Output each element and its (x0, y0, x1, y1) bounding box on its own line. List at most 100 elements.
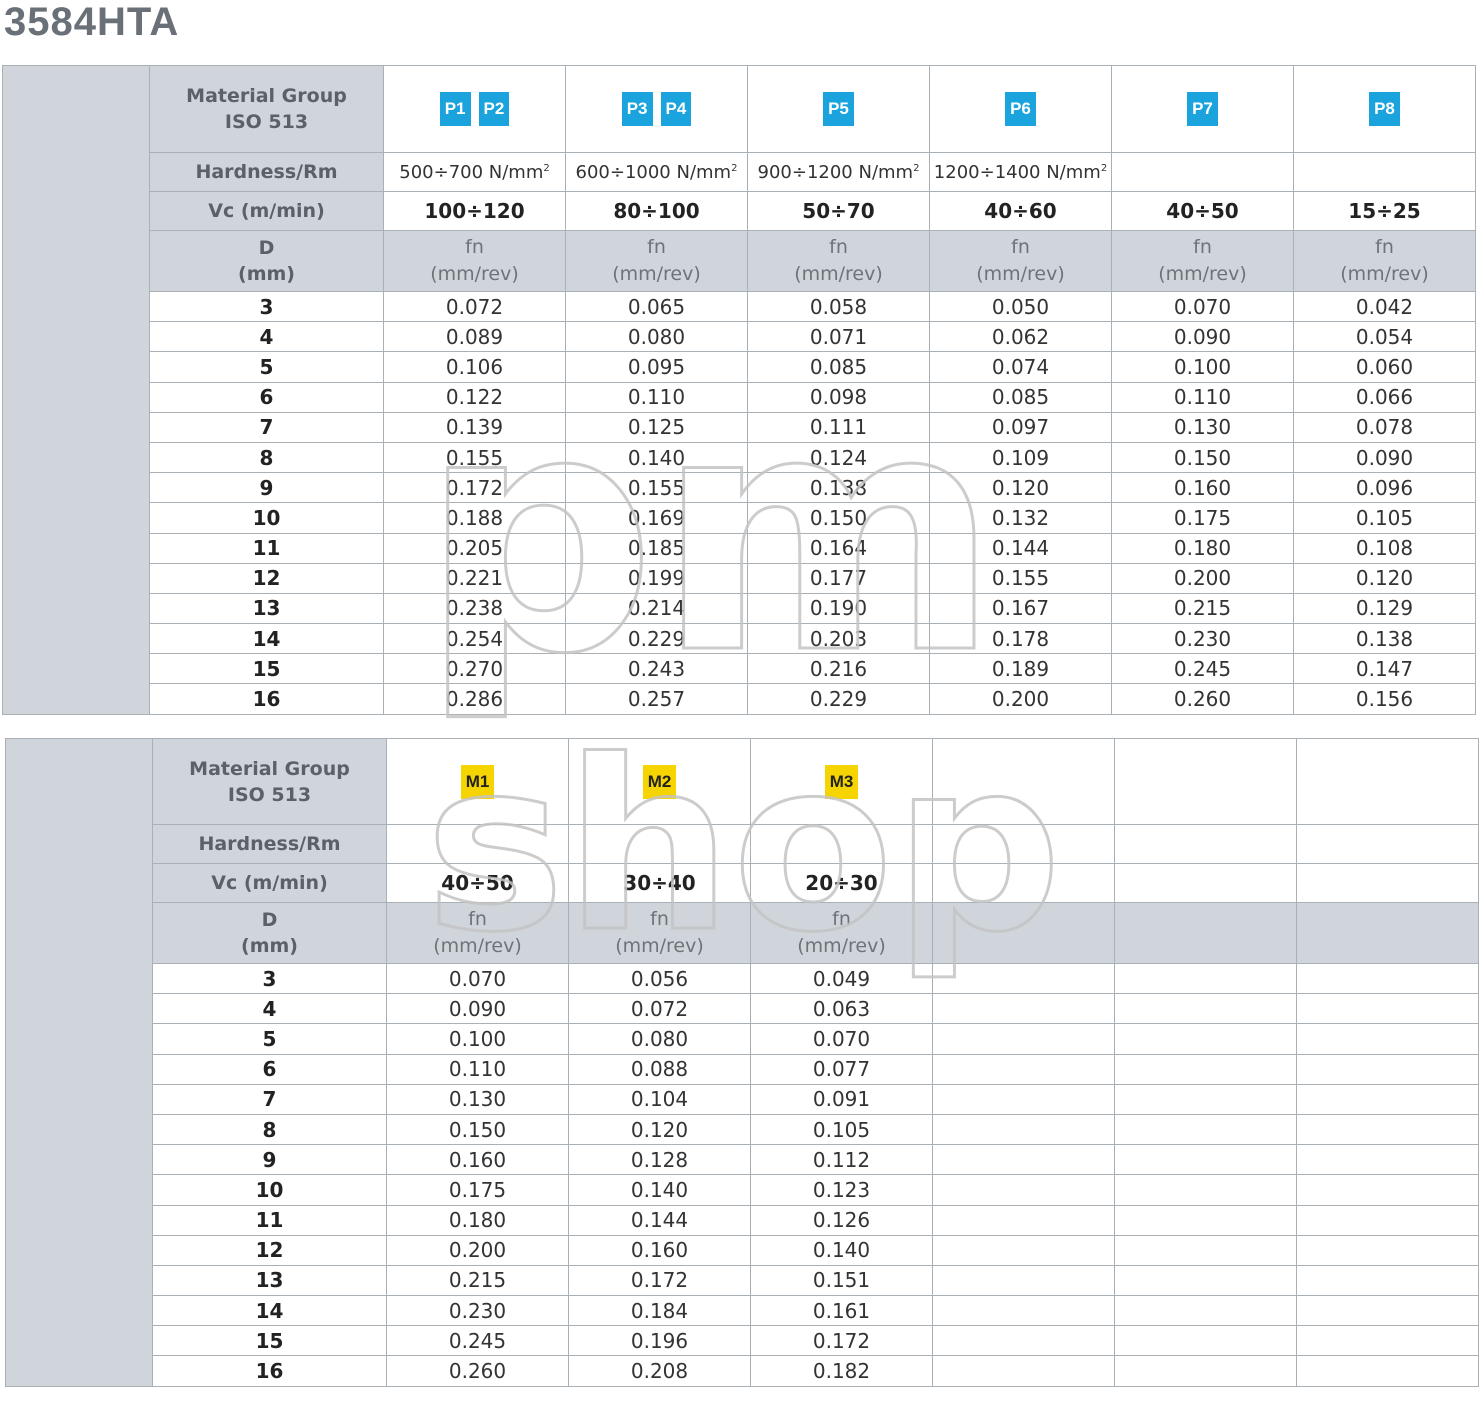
feed-value-cell: 0.169 (565, 502, 748, 534)
hardness-label: Hardness/Rm (149, 152, 384, 192)
hardness-cell (1296, 824, 1479, 864)
material-group-label-line1: Material Group (186, 85, 347, 107)
feed-value-cell (1114, 1355, 1297, 1387)
iso-group-badge: M3 (824, 764, 859, 799)
diameter-cell: 8 (149, 441, 384, 474)
feed-value-cell (1296, 1083, 1479, 1115)
feed-value-cell: 0.070 (750, 1023, 933, 1055)
feed-value-cell (1296, 1234, 1479, 1266)
feed-header-line1: fn (647, 236, 666, 258)
table-row: 6 0.122 0.110 0.098 0.085 0.110 0.066 (3, 381, 1476, 413)
hardness-exponent: 2 (913, 162, 920, 174)
feed-value-cell: 0.155 (929, 562, 1112, 594)
diameter-cell: 4 (149, 321, 384, 353)
iso-group-badge: P6 (1005, 92, 1036, 126)
table-row: 12 0.221 0.199 0.177 0.155 0.200 0.120 (3, 562, 1476, 594)
feed-value-cell: 0.066 (1293, 381, 1476, 413)
feed-value-cell: 0.177 (747, 562, 930, 594)
feed-value-cell: 0.190 (747, 592, 930, 625)
hardness-cell: 600÷1000 N/mm2 (565, 152, 748, 192)
table-row: 11 0.205 0.185 0.164 0.144 0.180 0.108 (3, 532, 1476, 564)
feed-value-cell (1296, 1174, 1479, 1206)
feed-value-cell (1114, 1053, 1297, 1085)
feed-header-cell: fn (mm/rev) (383, 230, 566, 292)
feed-value-cell: 0.056 (568, 962, 751, 995)
feed-header-line2: (mm/rev) (612, 263, 701, 285)
feed-value-cell: 0.188 (383, 502, 566, 534)
hardness-cell (386, 824, 569, 864)
feed-value-cell: 0.050 (929, 290, 1112, 323)
vc-cell (1114, 863, 1297, 903)
feed-value-cell: 0.200 (929, 683, 1112, 715)
feed-value-cell (1114, 1144, 1297, 1176)
feed-value-cell: 0.150 (747, 502, 930, 534)
hardness-cell: 1200÷1400 N/mm2 (929, 152, 1112, 192)
feed-value-cell: 0.060 (1293, 351, 1476, 383)
feed-value-cell: 0.205 (383, 532, 566, 564)
iso-group-badge: P1 (439, 92, 471, 126)
feed-value-cell: 0.124 (747, 441, 930, 474)
material-group-cell: P6 (929, 65, 1112, 153)
hardness-cell (750, 824, 933, 864)
feed-value-cell: 0.215 (386, 1264, 569, 1297)
material-group-cell (1296, 738, 1479, 825)
feed-value-cell (1296, 1264, 1479, 1297)
feed-value-cell: 0.065 (565, 290, 748, 323)
feed-value-cell (1296, 1325, 1479, 1357)
diameter-cell: 12 (152, 1234, 387, 1266)
feed-value-cell (1296, 1144, 1479, 1176)
feed-value-cell: 0.108 (1293, 532, 1476, 564)
feed-header-cell (932, 902, 1115, 964)
feed-value-cell: 0.120 (929, 472, 1112, 504)
feed-value-cell (1114, 1295, 1297, 1327)
table-row: 14 0.230 0.184 0.161 (6, 1295, 1479, 1327)
feed-value-cell: 0.215 (1111, 592, 1294, 625)
feed-value-cell: 0.238 (383, 592, 566, 625)
vc-cell: 40÷50 (1111, 191, 1294, 231)
diameter-cell: 3 (149, 290, 384, 323)
feed-value-cell (1114, 1264, 1297, 1297)
table-row: 11 0.180 0.144 0.126 (6, 1204, 1479, 1236)
feed-value-cell (1296, 1113, 1479, 1146)
feed-value-cell: 0.147 (1293, 653, 1476, 685)
vc-cell: 15÷25 (1293, 191, 1476, 231)
diameter-cell: 15 (149, 653, 384, 685)
feed-header-line2: (mm/rev) (430, 263, 519, 285)
feed-header-line2: (mm/rev) (1158, 263, 1247, 285)
diameter-cell: 9 (149, 472, 384, 504)
feed-header-cell: fn (mm/rev) (929, 230, 1112, 292)
vc-cell: 20÷30 (750, 863, 933, 903)
feed-value-cell: 0.243 (565, 653, 748, 685)
feed-value-cell: 0.196 (568, 1325, 751, 1357)
vc-cell: 30÷40 (568, 863, 751, 903)
feed-value-cell: 0.245 (1111, 653, 1294, 685)
material-group-label: Material Group ISO 513 (149, 65, 384, 153)
feed-value-cell: 0.132 (929, 502, 1112, 534)
feed-value-cell: 0.160 (386, 1144, 569, 1176)
feed-value-cell: 0.120 (568, 1113, 751, 1146)
feed-value-cell (932, 1083, 1115, 1115)
table-row: 4 0.090 0.072 0.063 (6, 993, 1479, 1025)
table-row: 8 0.150 0.120 0.105 (6, 1113, 1479, 1146)
iso-group-badge: P5 (823, 92, 854, 126)
table-row: 3 0.070 0.056 0.049 (6, 962, 1479, 995)
feed-header-line2: (mm/rev) (615, 935, 704, 957)
feed-value-cell (1114, 1174, 1297, 1206)
diameter-cell: 6 (149, 381, 384, 413)
feed-value-cell: 0.185 (565, 532, 748, 564)
feed-value-cell: 0.160 (1111, 472, 1294, 504)
feed-value-cell: 0.054 (1293, 321, 1476, 353)
feed-value-cell: 0.097 (929, 411, 1112, 443)
table-row: 10 0.175 0.140 0.123 (6, 1174, 1479, 1206)
material-group-label-line2: ISO 513 (227, 783, 312, 806)
table-row: 7 0.130 0.104 0.091 (6, 1083, 1479, 1115)
hardness-cell (1111, 152, 1294, 192)
hardness-cell (932, 824, 1115, 864)
feed-value-cell: 0.167 (929, 592, 1112, 625)
material-group-label-line2: ISO 513 (224, 111, 309, 133)
feed-value-cell: 0.245 (386, 1325, 569, 1357)
diameter-header-line1: D (261, 909, 278, 931)
vc-row: Vc (m/min) 100÷120 80÷100 50÷70 40÷60 40÷50 15… (3, 191, 1476, 231)
table-row: 9 0.160 0.128 0.112 (6, 1144, 1479, 1176)
feed-header-cell: fn (mm/rev) (1293, 230, 1476, 292)
